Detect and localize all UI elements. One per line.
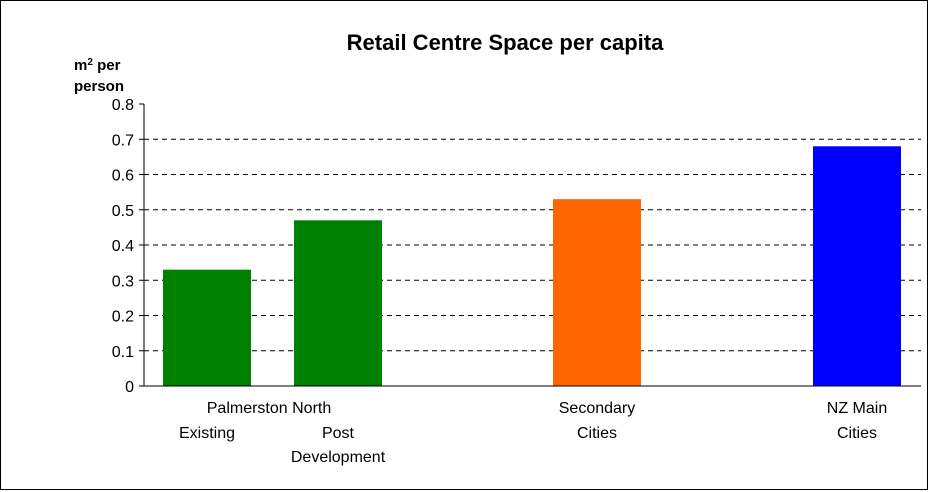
bar [813,146,901,386]
gridlines [144,138,921,352]
y-tick-label: 0.1 [112,344,134,361]
y-tick-label: 0.2 [112,309,134,326]
bar [553,199,641,386]
x-label-secondary: Secondary [559,400,636,417]
x-label-palmerston-north: Palmerston North [207,400,332,417]
x-label-post: Post [322,425,355,442]
x-label-existing: Existing [179,425,235,442]
y-tick-label: 0.8 [112,97,134,114]
y-tick-label: 0.7 [112,132,134,149]
bars [163,146,901,386]
y-axis-label-line2: person [74,78,124,95]
x-label-development: Development [291,449,386,466]
y-axis-label-line1: m2 per [74,57,121,75]
y-tick-label: 0.5 [112,203,134,220]
chart-title: Retail Centre Space per capita [347,30,664,55]
x-category-labels: Palmerston North Existing Post Developme… [179,400,887,466]
y-tick-label: 0 [125,379,134,396]
bar [163,269,251,386]
y-tick-label: 0.6 [112,168,134,185]
x-label-nz-main-cities: Cities [837,425,877,442]
y-tick-label: 0.3 [112,273,134,290]
bar [294,220,382,386]
x-label-nz-main: NZ Main [827,400,887,417]
y-tick-label: 0.4 [112,238,134,255]
x-label-secondary-cities: Cities [577,425,617,442]
y-tick-labels: 0 0.1 0.2 0.3 0.4 0.5 0.6 0.7 0.8 [112,97,144,396]
